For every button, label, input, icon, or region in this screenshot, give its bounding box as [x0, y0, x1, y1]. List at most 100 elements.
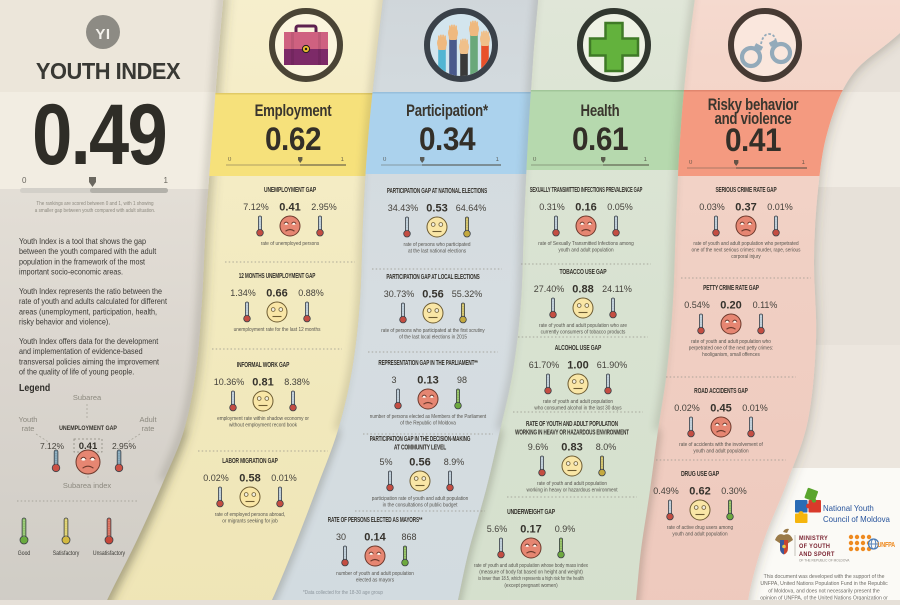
svg-text:0.88: 0.88 — [572, 284, 593, 296]
svg-text:1.00: 1.00 — [567, 360, 588, 372]
svg-text:24.11%: 24.11% — [602, 284, 632, 294]
svg-text:(measure of body fat based on: (measure of body fat based on height and… — [479, 569, 583, 576]
svg-text:number of youth and adult popu: number of youth and adult population — [336, 571, 414, 578]
svg-text:0.61: 0.61 — [572, 121, 628, 157]
svg-text:0.16: 0.16 — [575, 202, 596, 214]
svg-text:rate: rate — [142, 424, 155, 433]
svg-text:0.02%: 0.02% — [203, 473, 229, 483]
svg-text:youth and adult population: youth and adult population — [558, 247, 613, 254]
svg-text:Health: Health — [581, 102, 620, 121]
svg-text:perpetrated one of the next pe: perpetrated one of the next petty crimes… — [689, 345, 774, 352]
svg-text:0.66: 0.66 — [266, 288, 287, 300]
svg-text:rate of youth and adult popula: rate of youth and adult population — [537, 481, 607, 488]
svg-text:important socio-economic areas: important socio-economic areas. — [19, 267, 123, 276]
svg-text:(except pregnant women): (except pregnant women) — [504, 582, 558, 589]
svg-text:61.90%: 61.90% — [597, 360, 628, 370]
svg-text:rate of youth and adults calcu: rate of youth and adults calculated for … — [19, 297, 168, 306]
svg-text:30.73%: 30.73% — [384, 289, 415, 299]
svg-text:8.38%: 8.38% — [284, 377, 310, 387]
svg-text:OF YOUTH: OF YOUTH — [799, 543, 830, 551]
svg-text:3: 3 — [391, 375, 396, 385]
svg-text:0: 0 — [533, 157, 537, 163]
svg-text:rate of unemployed persons: rate of unemployed persons — [261, 241, 320, 248]
svg-text:AND SPORT: AND SPORT — [799, 551, 835, 559]
svg-text:0: 0 — [22, 176, 27, 185]
svg-text:areas (unemployment, partici: areas (unemployment, participation, heal… — [19, 307, 157, 316]
svg-text:0.49: 0.49 — [32, 86, 166, 182]
svg-text:ROAD ACCIDENTS GAP: ROAD ACCIDENTS GAP — [694, 387, 748, 395]
svg-text:0: 0 — [689, 160, 693, 166]
svg-text:1: 1 — [644, 157, 648, 163]
svg-text:youth and adult population: youth and adult population — [693, 448, 748, 455]
svg-text:0.81: 0.81 — [252, 377, 273, 389]
svg-text:transversal policies aiming th: transversal policies aiming the improvem… — [19, 357, 160, 366]
svg-text:This document was developed wi: This document was developed with the sup… — [764, 574, 885, 580]
svg-text:TOBACCO USE GAP: TOBACCO USE GAP — [560, 268, 607, 276]
svg-text:PETTY CRIME RATE GAP: PETTY CRIME RATE GAP — [703, 284, 759, 292]
svg-text:0.01%: 0.01% — [767, 202, 793, 212]
svg-text:WORKING IN HEAVY OR HAZARDOUS: WORKING IN HEAVY OR HAZARDOUS ENVIRONMEN… — [515, 428, 629, 436]
svg-text:UNFPA, United Nations Populati: UNFPA, United Nations Population Fund in… — [760, 581, 888, 587]
svg-text:RATE OF YOUTH AND ADULT POPULA: RATE OF YOUTH AND ADULT POPULATION — [526, 420, 618, 428]
svg-text:64.64%: 64.64% — [456, 203, 487, 213]
svg-text:0.41: 0.41 — [725, 122, 781, 158]
svg-text:Youth Index is a tool tha: Youth Index is a tool that shows the gap — [19, 237, 146, 246]
svg-text:Employment: Employment — [255, 102, 332, 121]
svg-text:REPRESENTATION GAP IN THE PARL: REPRESENTATION GAP IN THE PARLIAMENT** — [378, 359, 478, 367]
svg-text:rate of persons who participat: rate of persons who participated — [404, 242, 471, 249]
svg-text:Adult: Adult — [139, 415, 157, 424]
svg-text:rate of youth and adult popula: rate of youth and adult population who a… — [539, 323, 627, 330]
svg-text:in the consultations of public: in the consultations of public budget — [383, 502, 458, 509]
svg-text:and implementation of ev: and implementation of evidence-based — [19, 347, 143, 356]
svg-text:YI: YI — [95, 26, 110, 43]
svg-text:0.54%: 0.54% — [684, 300, 710, 310]
svg-text:12 MONTHS UNEMPLOYMENT GAP: 12 MONTHS UNEMPLOYMENT GAP — [239, 272, 316, 280]
svg-text:Satisfactory: Satisfactory — [53, 551, 80, 557]
svg-text:30: 30 — [336, 532, 346, 542]
svg-text:risky behavior and violence).: risky behavior and violence). — [19, 317, 110, 326]
svg-text:SEXUALLY TRANSMITTED INFECTION: SEXUALLY TRANSMITTED INFECTIONS PREVALEN… — [530, 187, 643, 194]
svg-text:working in heavy or hazardous: working in heavy or hazardous environmen… — [526, 487, 618, 494]
svg-text:2.95%: 2.95% — [112, 441, 137, 451]
svg-text:PARTICIPATION GAP AT NATIONAL: PARTICIPATION GAP AT NATIONAL ELECTIONS — [387, 187, 487, 195]
svg-text:participation rate of youth an: participation rate of youth and adult po… — [372, 496, 469, 503]
svg-text:Council of Moldova: Council of Moldova — [823, 515, 890, 524]
svg-text:UNDERWEIGHT GAP: UNDERWEIGHT GAP — [507, 508, 555, 516]
svg-text:AT COMMUNITY LEVEL: AT COMMUNITY LEVEL — [394, 444, 447, 452]
svg-text:1: 1 — [802, 160, 806, 166]
svg-text:UNEMPLOYMENT GAP: UNEMPLOYMENT GAP — [59, 424, 117, 432]
svg-text:rate of active drug users amon: rate of active drug users among — [667, 525, 733, 532]
svg-text:0.62: 0.62 — [689, 486, 710, 498]
svg-text:of the Republic of Moldova: of the Republic of Moldova — [400, 420, 456, 427]
svg-text:0.31%: 0.31% — [539, 202, 565, 212]
svg-text:Youth Index offers data fo: Youth Index offers data for the developm… — [19, 337, 159, 346]
svg-text:0.56: 0.56 — [422, 289, 443, 301]
svg-text:of Moldova, and does not: of Moldova, and does not necessarily pre… — [768, 588, 879, 594]
svg-text:0: 0 — [228, 157, 232, 163]
svg-text:98: 98 — [457, 375, 467, 385]
svg-text:population in the framework: population in the framework of the most — [19, 257, 146, 266]
svg-text:0.34: 0.34 — [419, 121, 476, 157]
svg-text:SERIOUS CRIME RATE GAP: SERIOUS CRIME RATE GAP — [715, 186, 776, 194]
svg-text:LABOR MIGRATION GAP: LABOR MIGRATION GAP — [222, 457, 277, 465]
svg-text:MINISTRY: MINISTRY — [799, 535, 828, 543]
svg-text:61.70%: 61.70% — [529, 360, 560, 370]
svg-text:0.03%: 0.03% — [699, 202, 725, 212]
svg-text:Unsatisfactory: Unsatisfactory — [93, 551, 125, 557]
svg-text:Subarea index: Subarea index — [63, 481, 112, 490]
svg-text:rate of youth and adult popula: rate of youth and adult population who p… — [693, 241, 798, 248]
svg-text:0.02%: 0.02% — [674, 403, 700, 413]
svg-text:a smaller gap between youth co: a smaller gap between youth compared wit… — [35, 208, 155, 215]
svg-text:8.9%: 8.9% — [444, 457, 465, 467]
svg-text:of the quality of life of youn: of the quality of life of young people. — [19, 367, 134, 376]
svg-text:1: 1 — [341, 157, 345, 163]
svg-text:9.6%: 9.6% — [528, 442, 549, 452]
svg-text:5%: 5% — [379, 457, 392, 467]
svg-text:0.37: 0.37 — [735, 202, 756, 214]
svg-text:ALCOHOL USE GAP: ALCOHOL USE GAP — [555, 344, 601, 352]
svg-text:868: 868 — [401, 532, 416, 542]
svg-text:rate of accidents with the inv: rate of accidents with the involvement o… — [679, 442, 763, 449]
svg-text:rate of employed persons abroa: rate of employed persons abroad, — [215, 512, 285, 519]
svg-text:*Data collected for the 18-30: *Data collected for the 18-30 age group — [303, 590, 383, 597]
svg-text:opinion of UNFPA, of the Unite: opinion of UNFPA, of the United Nations … — [760, 595, 888, 600]
